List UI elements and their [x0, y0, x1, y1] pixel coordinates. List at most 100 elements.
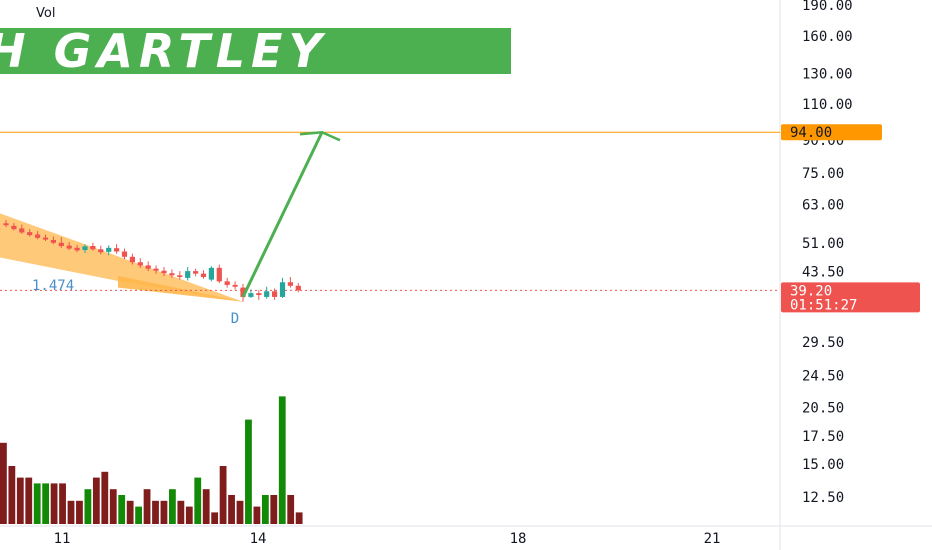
price-tick-label: 190.00: [802, 0, 853, 14]
last-price-tag-label: 39.20: [790, 283, 832, 299]
volume-bar: [253, 506, 261, 524]
candle-body: [169, 273, 175, 276]
volume-bar: [194, 477, 202, 524]
volume-bar: [50, 483, 58, 524]
countdown-label: 01:51:27: [790, 297, 857, 313]
candle: [74, 244, 80, 253]
candle-body: [153, 268, 159, 271]
target-price-tag: 94.00: [781, 124, 882, 141]
candle-body: [35, 234, 41, 238]
candle: [248, 289, 254, 298]
target-tag-bg: [781, 124, 882, 141]
volume-bar: [67, 500, 75, 524]
time-tick-label: 21: [704, 531, 721, 547]
candle: [256, 290, 262, 300]
candle-body: [240, 287, 246, 297]
candle-body: [200, 273, 207, 278]
candle: [153, 265, 159, 274]
candle: [137, 258, 143, 268]
candle-body: [106, 247, 112, 252]
candle-body: [279, 282, 286, 297]
candle-body: [42, 237, 49, 240]
candle-body: [287, 282, 293, 286]
candle-body: [295, 285, 301, 291]
candle-body: [11, 225, 17, 230]
candle: [82, 244, 88, 253]
price-tick-label: 63.00: [802, 198, 844, 214]
price-tick-label: 51.00: [802, 236, 844, 252]
candle: [200, 270, 207, 279]
candle-body: [74, 247, 80, 251]
candle-body: [82, 246, 88, 251]
candle: [216, 264, 222, 284]
candle-body: [66, 245, 72, 249]
candle-body: [137, 262, 143, 266]
volume-bar: [0, 442, 7, 524]
candle-body: [216, 267, 222, 282]
candle: [145, 261, 151, 272]
price-tick-label: 130.00: [802, 67, 853, 83]
volume-bar: [160, 500, 168, 524]
volume-bar: [278, 396, 286, 524]
candle-body: [19, 228, 25, 233]
price-tick-label: 160.00: [802, 29, 853, 45]
volume-bar: [211, 512, 219, 524]
candle-body: [58, 242, 64, 247]
candle-body: [50, 239, 56, 243]
candle: [27, 229, 33, 237]
candle-body: [3, 223, 9, 226]
candle: [35, 231, 41, 240]
projection-arrowhead: [299, 130, 341, 142]
candle: [114, 244, 120, 254]
candle: [98, 245, 104, 255]
candle: [272, 288, 278, 300]
candle-body: [272, 291, 278, 297]
candle: [240, 284, 246, 302]
candle-body: [248, 293, 254, 297]
candle-body: [161, 270, 167, 274]
volume-bar: [261, 495, 269, 524]
candle: [50, 236, 56, 245]
candle: [287, 277, 293, 288]
banner-text: SH GARTLEY: [0, 28, 328, 74]
candle: [3, 220, 9, 228]
volume-bar: [135, 506, 142, 524]
price-tick-label: 15.00: [802, 457, 844, 473]
candle-body: [129, 256, 135, 263]
volume-label: Vol: [36, 6, 56, 21]
candle-body: [27, 232, 33, 236]
candle: [185, 267, 191, 281]
volume-bar: [185, 506, 193, 524]
candle: [232, 281, 238, 290]
candle: [11, 222, 17, 231]
candle: [224, 277, 230, 288]
title-banner: SH GARTLEY: [0, 28, 511, 74]
price-tick-label: 24.50: [802, 368, 844, 384]
price-tick-label: 17.50: [802, 429, 844, 445]
volume-bar: [295, 512, 303, 524]
target-tag-label: 94.00: [790, 125, 832, 141]
volume-bar: [84, 489, 92, 524]
candle-body: [264, 291, 270, 297]
projection-arrow: [241, 131, 324, 298]
candle-body: [114, 248, 120, 252]
candle: [129, 253, 135, 265]
candle: [208, 266, 214, 282]
candle: [169, 269, 175, 278]
candle-body: [193, 271, 199, 274]
volume-bar: [8, 466, 16, 524]
time-tick-label: 11: [54, 531, 71, 547]
volume-bar: [59, 483, 66, 524]
candle-body: [224, 281, 230, 285]
volume-bar: [109, 489, 117, 524]
price-tick-label: 43.50: [802, 265, 844, 281]
candle: [42, 234, 49, 242]
candle: [19, 224, 25, 234]
volume-bar: [25, 477, 33, 524]
candle: [90, 242, 96, 251]
candle-body: [232, 284, 238, 287]
volume-bar: [219, 466, 227, 524]
candle: [66, 242, 72, 251]
